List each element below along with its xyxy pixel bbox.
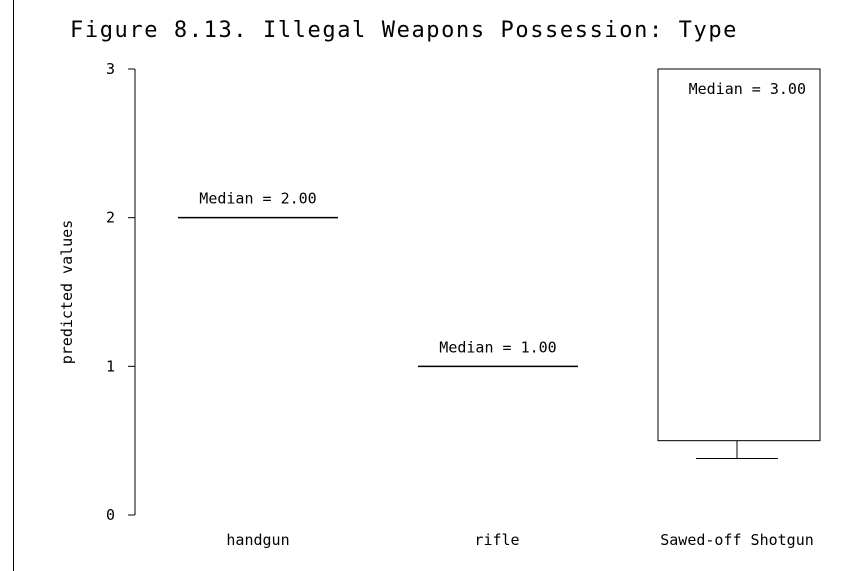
y-tick-label: 0: [106, 506, 115, 524]
y-tick-label: 3: [106, 60, 115, 78]
median-label: Median = 2.00: [199, 190, 316, 208]
chart-title: Figure 8.13. Illegal Weapons Possession:…: [70, 18, 739, 43]
frame-border-left: [13, 0, 14, 571]
x-category-label: Sawed-off Shotgun: [660, 531, 814, 549]
median-label: Median = 3.00: [689, 80, 806, 98]
median-label: Median = 1.00: [439, 338, 556, 356]
x-category-label: rifle: [474, 531, 519, 549]
y-tick-label: 1: [106, 357, 115, 375]
y-axis-label: predicted values: [58, 220, 76, 365]
y-tick-label: 2: [106, 209, 115, 227]
box-rect: [657, 68, 821, 442]
x-category-label: handgun: [226, 531, 289, 549]
